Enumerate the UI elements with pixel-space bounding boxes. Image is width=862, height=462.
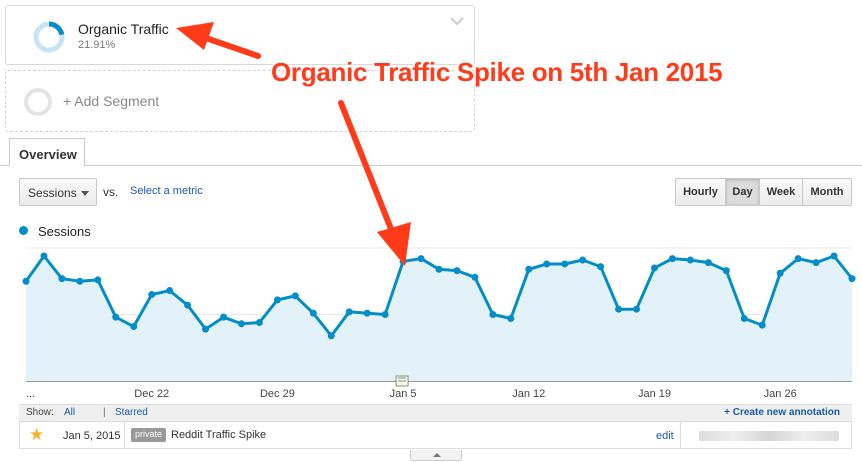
data-point[interactable] (363, 309, 371, 317)
data-point[interactable] (255, 318, 263, 326)
segment-percent: 21.91% (78, 39, 116, 51)
create-annotation-link[interactable]: + Create new annotation (724, 407, 840, 418)
data-point[interactable] (327, 332, 335, 340)
x-tick-label: Jan 5 (390, 388, 417, 400)
annotation-author (680, 422, 852, 449)
period-day-button[interactable]: Day (726, 179, 760, 205)
data-point[interactable] (543, 260, 551, 268)
tab-divider (0, 165, 862, 166)
data-point[interactable] (273, 296, 281, 304)
segment-title: Organic Traffic (78, 21, 169, 37)
add-segment-label: + Add Segment (63, 93, 160, 109)
data-point[interactable] (309, 309, 317, 317)
data-point[interactable] (740, 314, 748, 322)
segment-placeholder-ring-icon (24, 88, 52, 116)
chevron-up-icon (433, 453, 441, 457)
x-tick-label: Dec 22 (134, 388, 169, 400)
x-tick-label: Jan 19 (638, 388, 671, 400)
data-point[interactable] (58, 275, 66, 283)
period-week-button[interactable]: Week (760, 179, 803, 205)
data-point[interactable] (76, 277, 84, 285)
data-point[interactable] (148, 291, 156, 299)
data-point[interactable] (184, 301, 192, 309)
tab-overview[interactable]: Overview (9, 138, 85, 167)
data-point[interactable] (776, 269, 784, 277)
data-point[interactable] (507, 314, 515, 322)
segment-card-organic-traffic[interactable]: Organic Traffic 21.91% (5, 5, 475, 65)
legend-label: Sessions (38, 224, 91, 239)
private-badge: private (131, 428, 167, 442)
period-toggle-group: Hourly Day Week Month (675, 178, 852, 206)
data-point[interactable] (237, 320, 245, 328)
data-point[interactable] (22, 277, 30, 285)
data-point[interactable] (848, 275, 856, 283)
data-point[interactable] (291, 292, 299, 300)
data-point[interactable] (597, 263, 605, 271)
metric-select-value: Sessions (28, 186, 77, 200)
data-point[interactable] (40, 252, 48, 260)
data-point[interactable] (794, 255, 802, 263)
data-point[interactable] (650, 264, 658, 272)
data-point[interactable] (112, 313, 120, 321)
annotation-row: ★ Jan 5, 2015 private Reddit Traffic Spi… (19, 421, 852, 449)
data-point[interactable] (561, 260, 569, 268)
annotation-filter-starred[interactable]: Starred (115, 407, 148, 418)
annotation-filter-separator: | (103, 407, 106, 418)
annotation-text: Reddit Traffic Spike (171, 429, 267, 441)
annotation-marker-icon[interactable] (395, 375, 409, 387)
data-point[interactable] (381, 311, 389, 318)
blurred-author-name (699, 431, 839, 441)
data-point[interactable] (758, 321, 766, 329)
data-point[interactable] (686, 256, 694, 264)
callout-text: Organic Traffic Spike on 5th Jan 2015 (271, 57, 723, 87)
period-month-button[interactable]: Month (803, 179, 851, 205)
data-point[interactable] (399, 257, 407, 265)
data-point[interactable] (704, 259, 712, 267)
data-point[interactable] (94, 276, 102, 284)
metric-select[interactable]: Sessions (19, 178, 97, 206)
data-point[interactable] (220, 313, 228, 321)
period-hourly-button[interactable]: Hourly (676, 179, 726, 205)
data-point[interactable] (525, 265, 533, 273)
chevron-down-icon[interactable] (450, 16, 464, 26)
series-area (26, 256, 852, 381)
select-metric-link[interactable]: Select a metric (130, 185, 203, 197)
data-point[interactable] (579, 256, 587, 264)
x-tick-label: ... (26, 388, 35, 400)
data-point[interactable] (830, 252, 838, 260)
data-point[interactable] (417, 255, 425, 263)
data-point[interactable] (489, 311, 497, 318)
legend-dot-icon (19, 226, 28, 235)
data-point[interactable] (202, 325, 210, 333)
data-point[interactable] (471, 273, 479, 281)
add-segment-card[interactable]: + Add Segment (5, 70, 475, 132)
collapse-annotations-handle[interactable] (410, 450, 462, 461)
vs-label: vs. (103, 185, 119, 199)
data-point[interactable] (722, 267, 730, 275)
data-point[interactable] (615, 305, 623, 313)
segment-ring-icon (33, 21, 65, 53)
annotation-date: Jan 5, 2015 (63, 430, 121, 442)
sessions-chart[interactable]: ... Dec 22 Dec 29 Jan 5 Jan 12 Jan 19 Jan 26 (0, 240, 862, 405)
data-point[interactable] (453, 267, 461, 275)
data-point[interactable] (130, 322, 138, 330)
data-point[interactable] (633, 305, 641, 313)
annotation-filter-all[interactable]: All (64, 407, 76, 418)
dropdown-caret-icon (81, 191, 89, 196)
data-point[interactable] (668, 255, 676, 263)
x-tick-label: Jan 26 (764, 388, 797, 400)
annotation-edit-link[interactable]: edit (656, 430, 674, 442)
data-point[interactable] (435, 265, 443, 273)
divider (124, 422, 125, 449)
star-icon[interactable]: ★ (29, 425, 45, 444)
annotation-toolbar: Show: All | Starred + Create new annotat… (19, 404, 852, 421)
data-point[interactable] (812, 259, 820, 267)
x-tick-label: Jan 12 (512, 388, 545, 400)
x-tick-label: Dec 29 (260, 388, 295, 400)
data-point[interactable] (166, 287, 174, 295)
data-point[interactable] (345, 308, 353, 316)
annotation-show-label: Show: (26, 407, 54, 418)
